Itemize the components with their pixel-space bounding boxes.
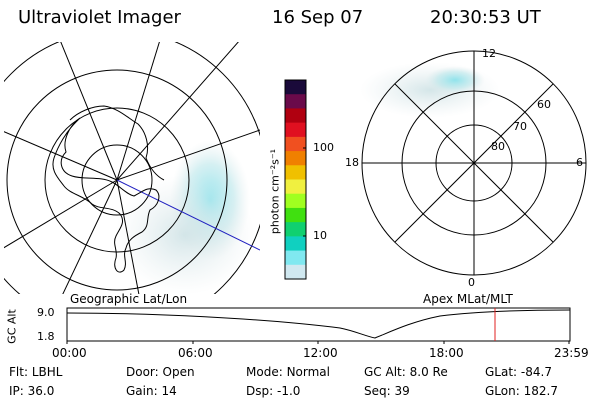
info-glon: GLon: 182.7 [485,384,558,398]
time-tick-label: 06:00 [178,346,213,360]
time-tick-label: 00:00 [52,346,87,360]
time-tick-label: 23:59 [554,346,589,360]
mlat-mlt-grid [360,50,587,276]
instrument-title: Ultraviolet Imager [18,7,181,28]
colorbar-stripe [285,165,306,181]
aurora-emission-right-core [425,66,485,94]
colorbar-stripe [285,193,306,209]
colorbar-tick-label-10: 10 [313,229,327,242]
mlat-label-70: 70 [513,120,527,133]
info-mode: Mode: Normal [246,365,330,379]
lat-circle [6,69,228,291]
info-seq: Seq: 39 [364,384,410,398]
meridian-line [116,129,260,181]
altitude-ymin: 1.8 [37,330,55,343]
meridian-line [62,179,118,294]
aurora-emission-right [360,62,500,118]
altitude-strip [66,307,571,344]
info-gain: Gain: 14 [126,384,177,398]
meridian-line [116,42,160,181]
mlat-label-60: 60 [537,98,551,111]
info-flt: Flt: LBHL [9,365,63,379]
time-tick-label: 18:00 [429,346,464,360]
geographic-caption: Geographic Lat/Lon [70,292,188,306]
meridian-line [60,42,118,181]
mlt-label-0: 0 [468,276,475,289]
meridian-line [4,131,118,181]
antarctica-coastline [52,105,165,273]
mlt-label-6: 6 [576,156,583,169]
colorbar-stripe [285,136,306,152]
info-gc-alt: GC Alt: 8.0 Re [364,365,448,379]
time-tick-label: 12:00 [303,346,338,360]
colorbar-stripe [285,108,306,124]
colorbar-stripe [285,207,306,223]
meridian-line [4,179,118,249]
altitude-ymax: 9.0 [37,306,55,319]
apex-caption: Apex MLat/MLT [423,292,513,306]
colorbar-stripe [285,250,306,266]
mlat-label-80: 80 [491,140,505,153]
altitude-ylabel: GC Alt [5,309,19,344]
colorbar [285,80,306,280]
info-glat: GLat: -84.7 [485,365,552,379]
meridian-line [116,179,140,294]
mlt-label-12: 12 [482,47,496,60]
altitude-frame [66,307,571,342]
colorbar-stripe [285,222,306,237]
colorbar-stripe [285,122,306,138]
geographic-map [4,42,260,294]
colorbar-tick-label-100: 100 [313,141,334,154]
mlt-line-diag [394,83,554,243]
info-door: Door: Open [126,365,195,379]
aurora-haze-left [115,175,255,294]
colorbar-unit-label: photon cm⁻²s⁻¹ [268,148,282,235]
colorbar-frame [284,79,307,280]
lat-circle [81,144,153,216]
date-label: 16 Sep 07 [272,7,364,28]
meridian-line [116,42,239,181]
colorbar-stripe [285,179,306,195]
info-ip: IP: 36.0 [9,384,55,398]
colorbar-stripe [285,236,306,252]
time-label: 20:30:53 UT [430,7,541,28]
info-dsp: Dsp: -1.0 [246,384,301,398]
altitude-curve [66,309,571,339]
colorbar-stripe [285,151,306,166]
colorbar-stripe [285,94,306,110]
colorbar-stripe [285,80,306,95]
mlt-label-18: 18 [345,156,359,169]
lat-circle [44,107,190,253]
colorbar-stripe [285,264,306,280]
